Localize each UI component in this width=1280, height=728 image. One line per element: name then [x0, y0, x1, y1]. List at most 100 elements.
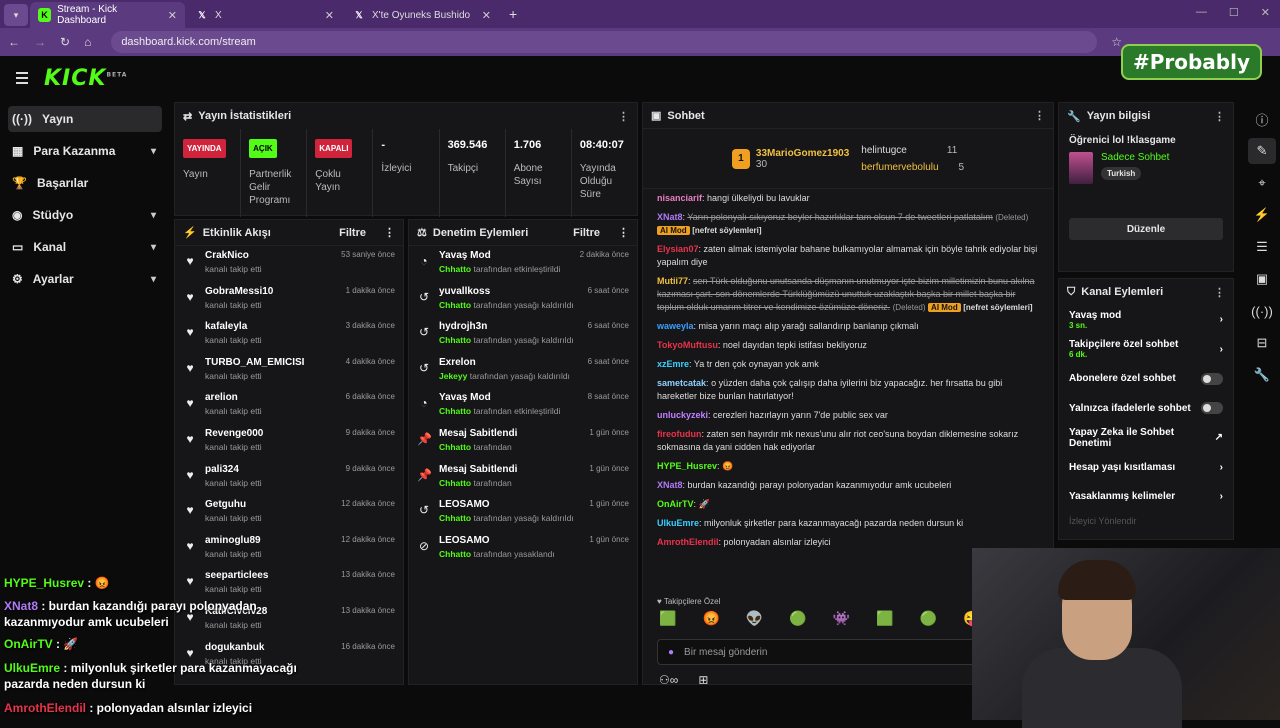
settings-icon[interactable]: ⚇∞ — [659, 673, 679, 685]
more-icon[interactable]: ⋮ — [1034, 110, 1045, 122]
top-gifter-3[interactable]: berfumervebolulu 5 — [861, 162, 964, 173]
maximize-icon[interactable]: ☐ — [1228, 7, 1239, 19]
more-icon[interactable]: ⋮ — [384, 227, 395, 239]
moderation-item[interactable]: ◔ Yavaş Mod Chhatto tarafından etkinleştir… — [409, 246, 637, 282]
chat-username[interactable]: HYPE_Husrev — [657, 461, 718, 471]
emote-icon[interactable]: 🟩 — [876, 610, 894, 626]
target-icon[interactable]: ⌖ — [1258, 175, 1266, 190]
chat-message[interactable]: OnAirTV: 🚀 — [657, 499, 710, 509]
more-icon[interactable]: ⋮ — [618, 110, 629, 123]
close-icon[interactable]: ✕ — [167, 9, 177, 22]
emote-icon[interactable]: 😡 — [702, 610, 720, 626]
toggle-switch[interactable] — [1201, 372, 1223, 385]
channel-action-item[interactable]: Abonelere özel sohbet — [1059, 364, 1233, 394]
menu-icon[interactable] — [16, 72, 28, 84]
back-icon[interactable]: ← — [8, 35, 20, 49]
chat-username[interactable]: Elysian07 — [657, 244, 699, 254]
emote-icon[interactable]: 🟢 — [789, 610, 807, 626]
channel-action-item[interactable]: Takipçilere özel sohbet 6 dk. › — [1059, 335, 1233, 365]
chat-message[interactable]: AmrothElendil: polonyadan alsınlar izley… — [657, 537, 831, 547]
gift-icon[interactable]: ⊞ — [698, 673, 709, 685]
layout-icon[interactable]: ⊟ — [1256, 335, 1268, 350]
chat-message[interactable]: unluckyzeki: cerezleri hazırlayın yarın … — [657, 410, 888, 420]
kick-logo[interactable]: KICKBETA — [44, 66, 127, 91]
chat-message[interactable]: UlkuEmre: milyonluk şirketler para kazan… — [657, 518, 964, 528]
activity-item[interactable]: ♥ arelion kanalı takip etti 6 dakika önce — [175, 388, 403, 424]
chat-username[interactable]: Mutii77 — [657, 276, 689, 286]
broadcast-icon[interactable]: ((·)) — [1251, 303, 1273, 319]
moderation-item[interactable]: ↺ Exrelon Jekeyy tarafından yasağı kaldırı… — [409, 353, 637, 389]
chat-username[interactable]: UlkuEmre — [657, 518, 700, 528]
toggle-switch[interactable] — [1201, 402, 1223, 415]
chat-message[interactable]: Elysian07: zaten almak istemiyolar bahan… — [657, 244, 1038, 267]
channel-action-item[interactable]: Yavaş mod 3 sn. › — [1059, 305, 1233, 335]
chat-username[interactable]: OnAirTV — [657, 499, 694, 509]
chat-message[interactable]: waweyla: misa yarın maçı alıp yarağı sal… — [657, 321, 919, 331]
chat-username[interactable]: XNat8 — [657, 480, 683, 490]
category-name[interactable]: Sadece Sohbet — [1101, 152, 1170, 163]
moderation-item[interactable]: ⊘ LEOSAMO Chhatto tarafından yasaklandı 1 g… — [409, 531, 637, 567]
nav-kanal[interactable]: ▭ Kanal ▾ — [8, 234, 162, 260]
chat-message[interactable]: HYPE_Husrev: 😡 — [657, 461, 734, 471]
wrench-icon[interactable]: 🔧 — [1253, 367, 1271, 382]
pencil-icon[interactable]: ✎ — [1248, 138, 1276, 164]
chat-message[interactable]: Mutii77: sen Türk olduğunu unutsanda düş… — [657, 276, 1035, 312]
activity-item[interactable]: ♥ KatilCivciv28 kanalı takip etti 13 dakika… — [175, 602, 403, 638]
nav-basarilar[interactable]: 🏆 Başarılar — [8, 170, 162, 196]
close-icon[interactable]: ✕ — [324, 9, 334, 22]
moderation-item[interactable]: ◔ Yavaş Mod Chhatto tarafından etkinleştir… — [409, 388, 637, 424]
bookmark-star-icon[interactable]: ☆ — [1111, 35, 1122, 49]
tab-kick[interactable]: K Stream - Kick Dashboard ✕ — [30, 2, 185, 28]
chat-username[interactable]: XNat8 — [657, 212, 683, 222]
activity-item[interactable]: ♥ aminoglu89 kanalı takip etti 12 dakika ön… — [175, 531, 403, 567]
moderation-item[interactable]: ↺ LEOSAMO Chhatto tarafından yasağı kaldır… — [409, 495, 637, 531]
activity-item[interactable]: ♥ Getguhu kanalı takip etti 12 dakika önce — [175, 495, 403, 531]
nav-studyo[interactable]: ◉ Stüdyo ▾ — [8, 202, 162, 228]
emote-icon[interactable]: 👽 — [745, 610, 764, 626]
nav-ayarlar[interactable]: ⚙ Ayarlar ▾ — [8, 266, 162, 292]
moderation-item[interactable]: 📌 Mesaj Sabitlendi Chhatto tarafından 1 gün… — [409, 424, 637, 460]
top-gifter-2[interactable]: helintugce 11 — [861, 145, 964, 156]
activity-item[interactable]: ♥ GobraMessi10 kanalı takip etti 1 dakika ö… — [175, 282, 403, 318]
home-icon[interactable]: ⌂ — [84, 35, 92, 49]
chat-message[interactable]: TokyoMuftusu: noel dayıdan tepki istifas… — [657, 340, 867, 350]
tab-x-bushido[interactable]: 𝕏 X'te Oyuneks Bushido Wildcats ✕ — [344, 2, 499, 28]
chat-message[interactable]: XNat8: burdan kazandığı parayı polonyada… — [657, 480, 952, 490]
nav-yayin[interactable]: ((·)) Yayın — [8, 106, 162, 132]
channel-action-item[interactable]: Yasaklanmış kelimeler › — [1059, 482, 1233, 512]
more-icon[interactable]: ⋮ — [618, 227, 629, 239]
moderation-item[interactable]: ↺ yuvallkoss Chhatto tarafından yasağı kal… — [409, 282, 637, 318]
list-icon[interactable]: ☰ — [1256, 239, 1268, 254]
channel-action-item[interactable]: Yapay Zeka ile Sohbet Denetimi ↗ — [1059, 423, 1233, 453]
chat-message[interactable]: XNat8: Yarın polonyalı sıkıyoruz beyler … — [657, 212, 1029, 235]
activity-item[interactable]: ♥ dogukanbuk kanalı takip etti 16 dakika ön… — [175, 638, 403, 674]
moderation-item[interactable]: ↺ hydrojh3n Chhatto tarafından yasağı kald… — [409, 317, 637, 353]
channel-action-item[interactable]: Hesap yaşı kısıtlaması › — [1059, 453, 1233, 483]
chat-message[interactable]: sametcatak: o yüzden daha çok çalışıp da… — [657, 378, 1003, 401]
top-gifter-1[interactable]: 1 33MarioGomez1903 30 — [731, 148, 849, 170]
emote-icon[interactable]: 🟩 — [659, 610, 677, 626]
edit-button[interactable]: Düzenle — [1069, 218, 1223, 240]
tab-x[interactable]: 𝕏 X ✕ — [187, 2, 342, 28]
chat-username[interactable]: unluckyzeki — [657, 410, 709, 420]
chat-username[interactable]: TokyoMuftusu — [657, 340, 718, 350]
chat-message[interactable]: xzEmre: Ya tr den çok oynayan yok amk — [657, 359, 819, 369]
chat-username[interactable]: xzEmre — [657, 359, 690, 369]
chat-username[interactable]: sametcatak — [657, 378, 707, 388]
activity-item[interactable]: ♥ CrakNico kanalı takip etti 53 saniye önce — [175, 246, 403, 282]
moderation-item[interactable]: 📌 Mesaj Sabitlendi Chhatto tarafından 1 gün… — [409, 460, 637, 496]
tab-search-icon[interactable]: ▾ — [4, 4, 28, 26]
chat-username[interactable]: AmrothElendil — [657, 537, 719, 547]
chat-username[interactable]: fireofudun — [657, 429, 702, 439]
new-tab-icon[interactable]: + — [509, 6, 518, 22]
nav-para-kazanma[interactable]: ▦ Para Kazanma ▾ — [8, 138, 162, 164]
chat-message[interactable]: nisanciarif: hangi ülkeliydi bu lavuklar — [657, 193, 810, 203]
url-field[interactable]: dashboard.kick.com/stream — [111, 31, 1098, 53]
reload-icon[interactable]: ↻ — [60, 35, 71, 49]
filter-button[interactable]: Filtre — [573, 226, 600, 239]
close-window-icon[interactable]: ✕ — [1260, 7, 1270, 19]
activity-item[interactable]: ♥ seeparticlees kanalı takip etti 13 dakika… — [175, 566, 403, 602]
emote-icon[interactable]: 🟢 — [919, 610, 938, 626]
channel-action-item[interactable]: Yalnızca ifadelerle sohbet — [1059, 394, 1233, 424]
chat-username[interactable]: nisanciarif — [657, 193, 703, 203]
